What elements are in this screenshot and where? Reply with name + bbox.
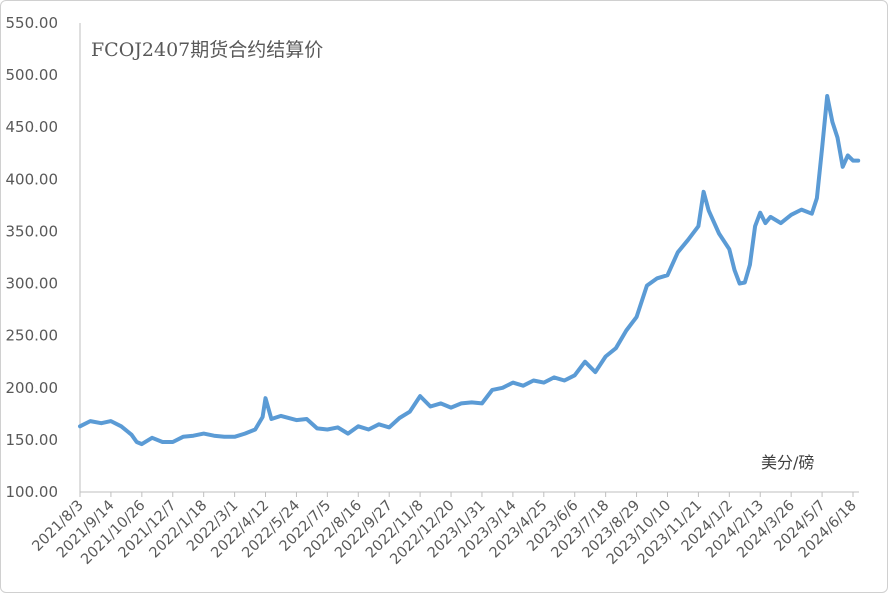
- y-tick-label: 550.00: [6, 14, 59, 32]
- y-tick-label: 250.00: [6, 327, 59, 345]
- chart-title: FCOJ2407期货合约结算价: [91, 39, 323, 61]
- x-axis-ticks: 2021/8/32021/9/142021/10/262021/12/72022…: [29, 498, 859, 568]
- unit-label: 美分/磅: [761, 453, 814, 472]
- y-tick-label: 200.00: [6, 379, 59, 397]
- y-tick-label: 450.00: [6, 118, 59, 136]
- y-axis-ticks: 100.00 150.00 200.00 250.00 300.00 350.00 400.…: [6, 14, 59, 501]
- x-axis-tickmarks: [79, 492, 854, 497]
- y-tick-label: 500.00: [6, 66, 59, 84]
- y-tick-label: 300.00: [6, 275, 59, 293]
- y-tick-label: 150.00: [6, 431, 59, 449]
- y-tick-label: 400.00: [6, 170, 59, 188]
- y-tick-label: 100.00: [6, 483, 59, 501]
- y-tick-label: 350.00: [6, 222, 59, 240]
- price-series-line: [78, 94, 861, 447]
